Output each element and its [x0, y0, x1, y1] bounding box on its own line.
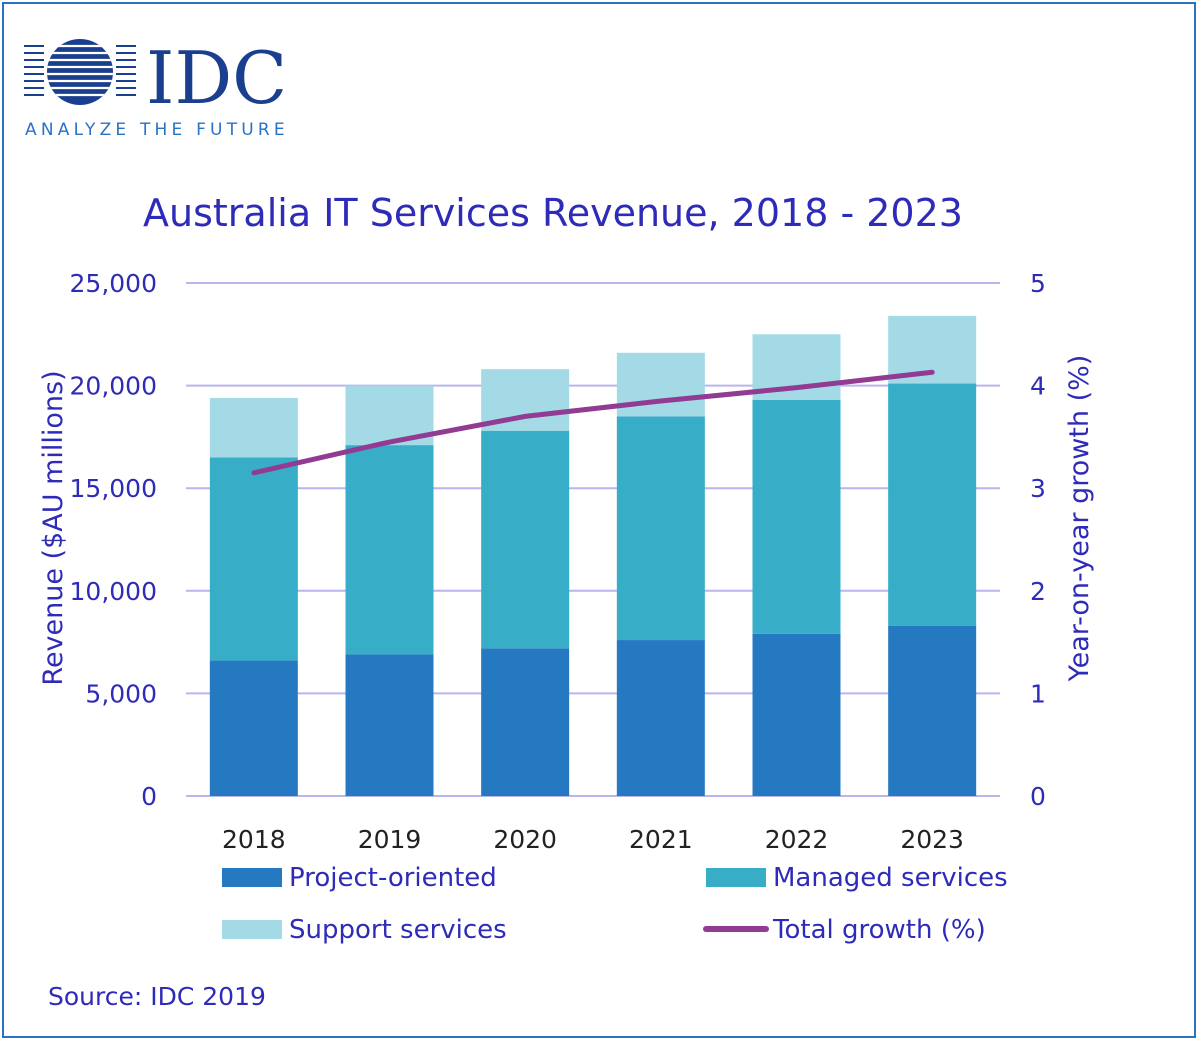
bar-project-oriented: [888, 625, 977, 796]
stacked-bars: [209, 315, 977, 796]
bar-managed-services: [752, 399, 841, 634]
bar-managed-services: [616, 416, 705, 641]
bar-managed-services: [345, 445, 434, 655]
legend-item-growth: Total growth (%): [703, 915, 986, 945]
legend-swatch-project: [222, 868, 282, 887]
y-axis-ticks: 0 5,000 10,000 15,000 20,000 25,000: [70, 269, 157, 811]
legend-swatch-managed: [706, 868, 766, 887]
x-tick-label: 2021: [629, 825, 693, 854]
logo-wordmark: IDC: [146, 36, 287, 120]
x-tick-label: 2019: [358, 825, 422, 854]
legend-swatch-support: [222, 920, 282, 939]
bar-managed-services: [481, 430, 570, 649]
y2-tick-label: 5: [1030, 269, 1046, 298]
logo-tagline: ANALYZE THE FUTURE: [25, 120, 289, 140]
idc-logo: IDC ANALYZE THE FUTURE: [24, 36, 289, 140]
y-tick-label: 25,000: [70, 269, 157, 298]
bar-project-oriented: [345, 654, 434, 796]
x-axis-ticks: 2018 2019 2020 2021 2022 2023: [222, 825, 964, 854]
bar-project-oriented: [481, 648, 570, 796]
legend-label-managed: Managed services: [773, 863, 1008, 893]
x-tick-label: 2018: [222, 825, 286, 854]
legend-item-support: Support services: [222, 915, 507, 945]
legend-label-growth: Total growth (%): [772, 915, 986, 945]
legend-label-support: Support services: [289, 915, 507, 945]
y2-axis-title: Year-on-year growth (%): [1064, 355, 1095, 683]
y2-tick-label: 3: [1030, 474, 1046, 503]
bar-project-oriented: [616, 640, 705, 796]
x-tick-label: 2022: [765, 825, 829, 854]
y2-tick-label: 4: [1030, 372, 1046, 401]
chart-title: Australia IT Services Revenue, 2018 - 20…: [143, 191, 963, 235]
growth-line: [251, 369, 935, 476]
y-axis-title: Revenue ($AU millions): [38, 370, 69, 685]
legend-item-managed: Managed services: [706, 863, 1008, 893]
legend-item-project: Project-oriented: [222, 863, 497, 893]
y2-axis-ticks: 0 1 2 3 4 5: [1030, 269, 1046, 811]
y-tick-label: 0: [141, 782, 157, 811]
legend: Project-oriented Managed services Suppor…: [222, 863, 1008, 945]
x-tick-label: 2023: [900, 825, 964, 854]
bar-project-oriented: [209, 660, 298, 796]
y2-tick-label: 1: [1030, 679, 1046, 708]
source-note: Source: IDC 2019: [48, 982, 266, 1011]
y2-tick-label: 0: [1030, 782, 1046, 811]
x-tick-label: 2020: [493, 825, 557, 854]
bar-project-oriented: [752, 633, 841, 796]
growth-line-path: [251, 369, 935, 476]
bar-managed-services: [209, 457, 298, 661]
bar-support-services: [209, 397, 298, 458]
globe-icon: [24, 39, 136, 105]
y2-tick-label: 2: [1030, 577, 1046, 606]
y-tick-label: 20,000: [70, 372, 157, 401]
y-tick-label: 15,000: [70, 474, 157, 503]
bar-managed-services: [888, 383, 977, 626]
y-tick-label: 5,000: [85, 679, 157, 708]
gridlines: [186, 282, 1000, 797]
legend-label-project: Project-oriented: [289, 863, 497, 893]
y-tick-label: 10,000: [70, 577, 157, 606]
